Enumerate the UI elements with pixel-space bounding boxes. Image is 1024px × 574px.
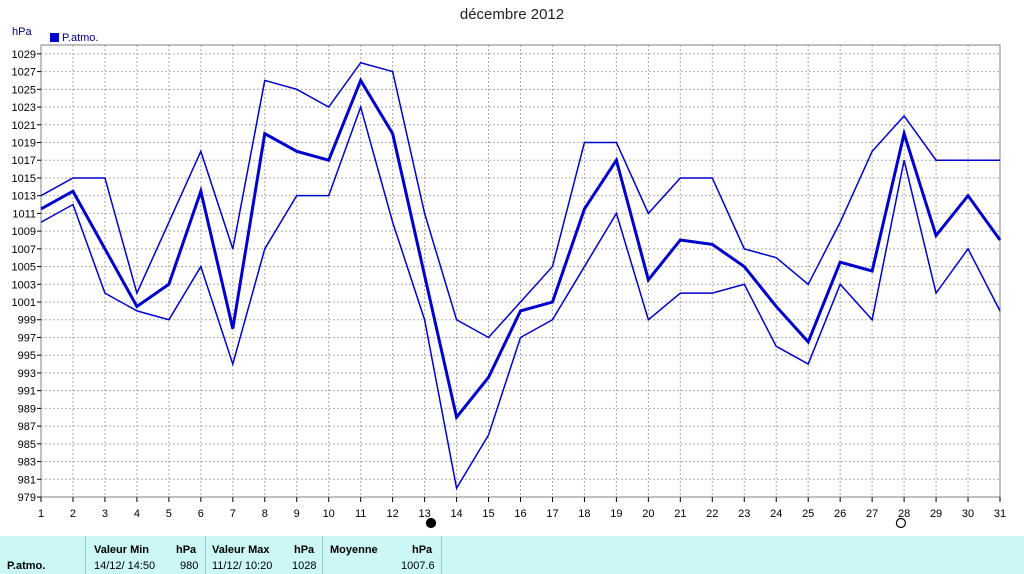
min-date: 14/12/ 14:50 (94, 560, 156, 572)
x-tick-label: 20 (642, 508, 654, 520)
y-tick-label: 987 (18, 421, 36, 433)
x-tick-label: 16 (514, 508, 526, 520)
x-tick-label: 3 (102, 508, 108, 520)
y-tick-label: 997 (18, 332, 36, 344)
y-tick-label: 1021 (12, 120, 36, 132)
avg-header: Moyenne (330, 544, 378, 556)
new-moon-marker (425, 517, 437, 529)
x-tick-label: 25 (802, 508, 814, 520)
avg-unit: hPa (412, 544, 433, 556)
series-line-min (40, 104, 1001, 491)
x-tick-label: 26 (834, 508, 846, 520)
y-tick-label: 1017 (12, 155, 36, 167)
max-unit: hPa (294, 544, 315, 556)
y-tick-label: 991 (18, 386, 36, 398)
stats-panel: P.atmo. Valeur Min hPa 14/12/ 14:50 980 … (0, 536, 1024, 574)
y-tick-label: 1025 (12, 84, 36, 96)
legend: P.atmo. (50, 32, 99, 44)
x-tick-label: 15 (482, 508, 494, 520)
x-tick-label: 13 (418, 508, 430, 520)
y-tick-label: 1009 (12, 226, 36, 238)
legend-label: P.atmo. (62, 32, 99, 44)
y-tick-label: 1011 (12, 208, 36, 220)
x-tick-label: 28 (898, 508, 910, 520)
y-tick-label: 1001 (12, 297, 36, 309)
max-value: 1028 (292, 560, 317, 572)
y-tick-label: 1023 (12, 102, 36, 114)
x-tick-label: 10 (323, 508, 335, 520)
x-tick-label: 30 (962, 508, 974, 520)
x-tick-label: 22 (706, 508, 718, 520)
stats-separator (441, 536, 442, 574)
y-tick-label: 1005 (12, 262, 36, 274)
series-line-max (40, 61, 1000, 339)
x-tick-label: 8 (262, 508, 268, 520)
avg-value: 1007.6 (401, 560, 435, 572)
x-tick-label: 24 (770, 508, 782, 520)
x-tick-label: 27 (866, 508, 878, 520)
y-tick-label: 981 (18, 474, 36, 486)
x-tick-label: 17 (546, 508, 558, 520)
stats-separator (85, 536, 86, 574)
stats-separator (322, 536, 323, 574)
stats-separator (205, 536, 206, 574)
min-value: 980 (180, 560, 199, 572)
max-date: 11/12/ 10:20 (212, 560, 273, 572)
x-tick-label: 9 (294, 508, 300, 520)
x-tick-label: 2 (70, 508, 76, 520)
x-tick-label: 12 (387, 508, 399, 520)
legend-swatch (50, 33, 59, 42)
y-tick-label: 983 (18, 457, 36, 469)
y-tick-label: 985 (18, 439, 36, 451)
y-tick-label: 1007 (12, 244, 36, 256)
x-tick-label: 1 (38, 508, 44, 520)
y-tick-label: 1003 (12, 279, 36, 291)
min-unit: hPa (176, 544, 197, 556)
x-tick-label: 31 (994, 508, 1006, 520)
y-tick-label: 993 (18, 368, 36, 380)
y-tick-label: 995 (18, 350, 36, 362)
full-moon-marker (895, 517, 907, 529)
y-tick-label: 1013 (12, 191, 36, 203)
max-header: Valeur Max (212, 544, 270, 556)
x-tick-label: 5 (166, 508, 172, 520)
x-tick-label: 14 (450, 508, 462, 520)
x-tick-label: 18 (578, 508, 590, 520)
min-header: Valeur Min (94, 544, 150, 556)
x-tick-label: 19 (610, 508, 622, 520)
stats-row-label: P.atmo. (7, 560, 46, 572)
x-tick-label: 4 (134, 508, 140, 520)
y-tick-label: 1027 (12, 67, 36, 79)
y-axis-unit: hPa (12, 26, 32, 38)
y-tick-label: 1029 (12, 49, 36, 61)
x-tick-label: 7 (230, 508, 236, 520)
y-tick-label: 1019 (12, 137, 36, 149)
y-tick-label: 1015 (12, 173, 36, 185)
chart-title: décembre 2012 (459, 6, 565, 23)
y-tick-label: 979 (18, 492, 36, 504)
chart-plot: 9799819839859879899919939959979991001100… (12, 44, 1006, 529)
x-tick-label: 11 (355, 508, 366, 520)
x-tick-label: 29 (930, 508, 942, 520)
x-tick-label: 6 (198, 508, 204, 520)
y-tick-label: 989 (18, 403, 36, 415)
series-line-mean (40, 77, 1002, 421)
y-tick-label: 999 (18, 315, 36, 327)
x-tick-label: 23 (738, 508, 750, 520)
x-tick-label: 21 (674, 508, 686, 520)
